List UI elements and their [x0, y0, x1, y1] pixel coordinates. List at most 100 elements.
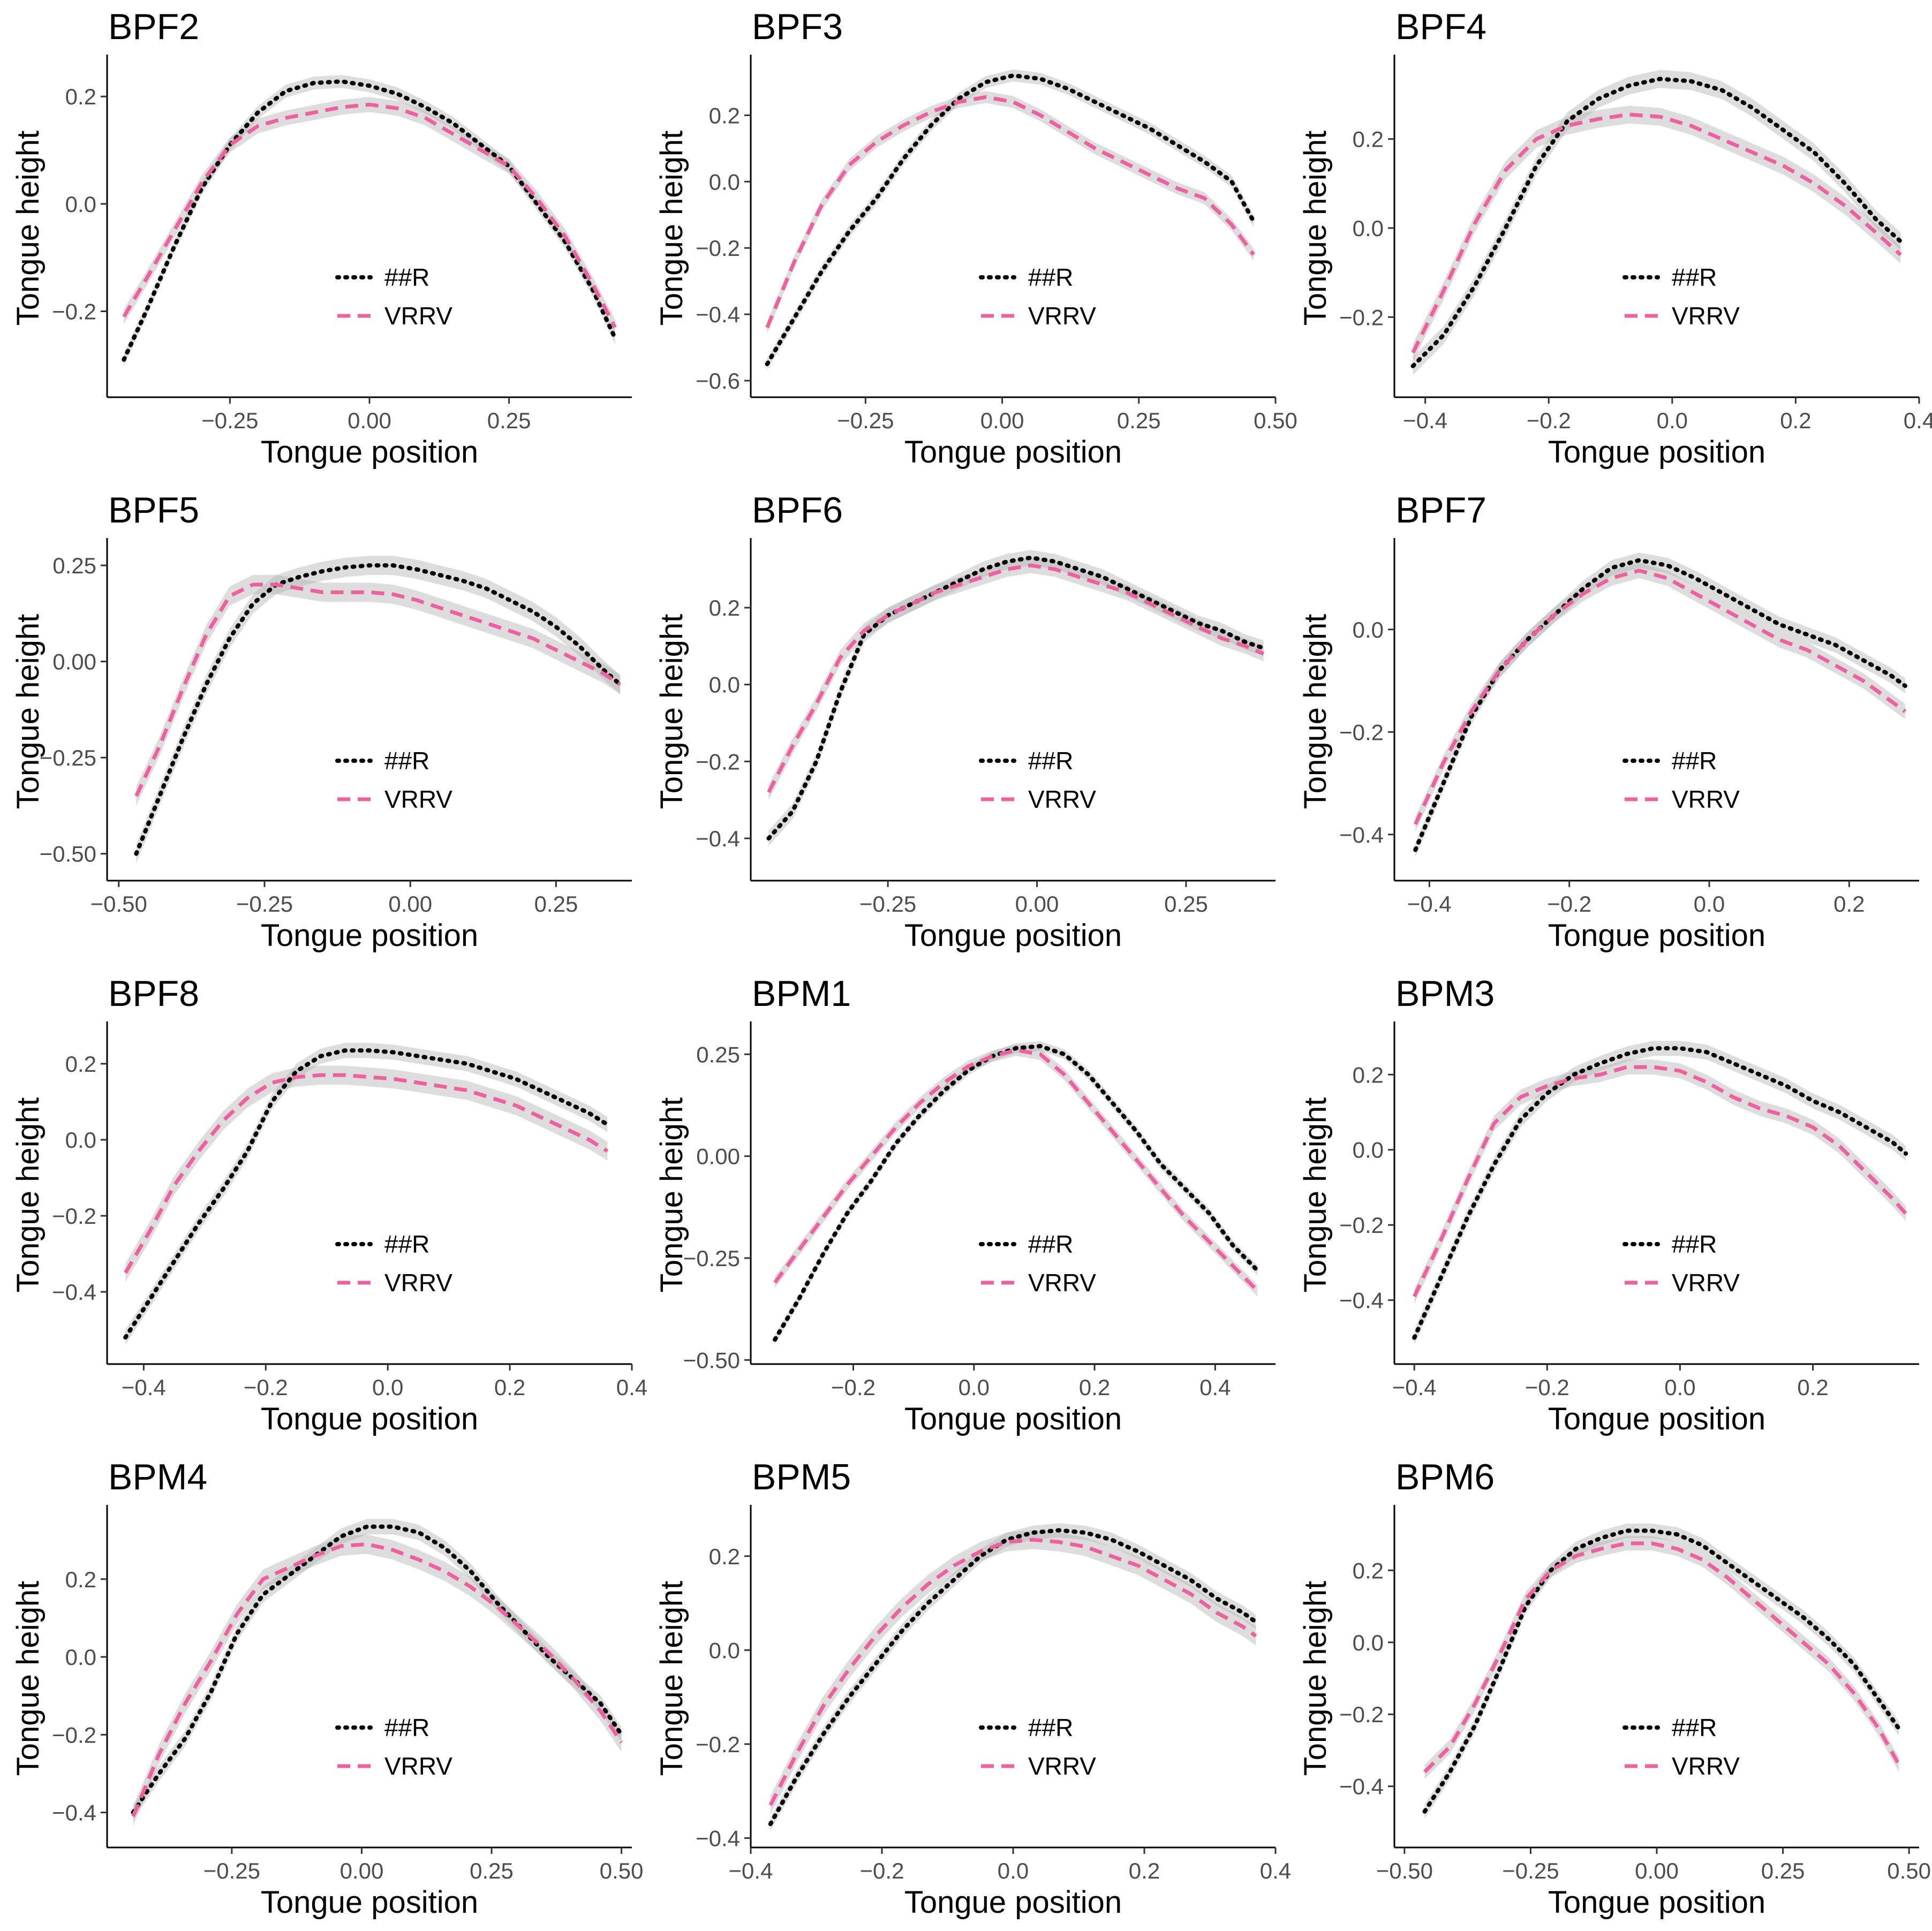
confidence-band-vrrv — [125, 1065, 608, 1283]
y-tick-label: −0.4 — [1339, 822, 1384, 847]
x-tick-label: 0.4 — [1904, 408, 1932, 433]
x-tick-label: −0.25 — [201, 408, 258, 433]
x-tick-label: 0.50 — [600, 1858, 644, 1883]
series-line-r — [773, 1044, 1260, 1342]
x-axis-title: Tongue position — [1548, 1402, 1765, 1436]
plot-area: −0.2 0.0 0.2 −0.4 −0.2 0.0 0.2 0.4 Tongue positi… — [1298, 55, 1932, 470]
y-tick-label: 0.25 — [696, 1042, 740, 1067]
legend-label: ##R — [1672, 1230, 1717, 1258]
x-tick-label: −0.2 — [1527, 408, 1571, 433]
panel-bpm1: BPM1 −0.50 −0.25 0.00 0.25 −0.2 0.0 0.2 0.4 Tongu… — [644, 967, 1287, 1448]
y-tick-label: 0.0 — [65, 1645, 96, 1670]
y-tick-label: 0.2 — [1353, 1062, 1384, 1087]
series-line-r — [766, 555, 1266, 840]
x-axis-title: Tongue position — [904, 1402, 1122, 1436]
y-tick-label: −0.50 — [40, 842, 96, 867]
legend-label: VRRV — [1028, 302, 1096, 330]
plot-area: −0.50 −0.25 0.00 0.25 −0.50 −0.25 0.00 0.25 Tong… — [11, 538, 632, 953]
legend: ##R VRRV — [335, 1230, 452, 1297]
x-tick-label: −0.4 — [729, 1858, 773, 1883]
confidence-band-r — [124, 75, 615, 366]
y-tick-label: −0.2 — [1339, 720, 1384, 745]
x-tick-label: 0.00 — [980, 408, 1024, 433]
panel-bpf6: BPF6 −0.4 −0.2 0.0 0.2 −0.25 0.00 0.25 Tongue po… — [644, 483, 1287, 964]
x-tick-label: 0.00 — [1015, 891, 1059, 917]
x-tick-label: 0.2 — [1833, 891, 1865, 917]
x-tick-label: −0.4 — [1407, 891, 1452, 917]
legend: ##R VRRV — [1622, 747, 1740, 813]
x-axis-title: Tongue position — [1548, 435, 1765, 470]
x-tick-label: 0.00 — [388, 891, 432, 917]
x-axis-title: Tongue position — [904, 1885, 1122, 1920]
legend-label: VRRV — [384, 1269, 452, 1297]
legend-label: ##R — [1672, 263, 1717, 291]
confidence-band-vrrv — [136, 575, 621, 806]
y-axis-title: Tongue height — [11, 1581, 46, 1776]
plot-area: −0.4 −0.2 0.0 0.2 −0.25 0.00 0.25 Tongue positi… — [654, 538, 1276, 953]
series-line-vrrv — [765, 95, 1256, 329]
y-axis-title: Tongue height — [11, 614, 46, 809]
x-tick-label: 0.0 — [1694, 891, 1725, 917]
legend-label: VRRV — [384, 785, 452, 813]
y-tick-label: 0.2 — [1353, 127, 1384, 152]
panel-bpm4: BPM4 −0.4 −0.2 0.0 0.2 −0.25 0.00 0.25 0.50 Tongu… — [0, 1450, 644, 1931]
x-axis-title: Tongue position — [904, 918, 1122, 953]
y-tick-label: −0.6 — [696, 368, 740, 393]
y-axis-title: Tongue height — [654, 614, 689, 809]
legend-label: ##R — [1028, 1714, 1073, 1741]
series-line-vrrv — [1423, 1541, 1901, 1774]
x-tick-label: 0.00 — [1635, 1858, 1679, 1883]
x-tick-label: −0.2 — [1525, 1375, 1569, 1400]
series-line-vrrv — [1411, 112, 1902, 354]
series-line-vrrv — [773, 1048, 1259, 1292]
panel-title: BPF6 — [752, 490, 843, 531]
series-line-vrrv — [1413, 1065, 1907, 1298]
confidence-band-r — [1415, 552, 1905, 858]
x-tick-label: 0.0 — [372, 1375, 403, 1400]
series-line-vrrv — [767, 563, 1265, 793]
x-tick-label: 0.4 — [1199, 1375, 1231, 1400]
y-tick-label: −0.2 — [696, 236, 740, 261]
y-tick-label: −0.4 — [696, 1826, 740, 1851]
x-tick-label: −0.2 — [831, 1375, 876, 1400]
plot-area: −0.4 −0.2 0.0 0.2 −0.4 −0.2 0.0 0.2 0.4 Tongue po… — [11, 1021, 647, 1436]
series-line-r — [134, 563, 623, 856]
legend: ##R VRRV — [979, 1714, 1096, 1780]
x-tick-label: 0.4 — [616, 1375, 647, 1400]
legend-label: ##R — [1672, 747, 1717, 775]
y-axis-title: Tongue height — [1298, 131, 1333, 325]
panel-title: BPF8 — [108, 973, 200, 1014]
panel-title: BPM5 — [752, 1457, 851, 1497]
confidence-band-vrrv — [767, 91, 1254, 334]
legend-label: ##R — [384, 747, 429, 775]
panel-title: BPF2 — [108, 6, 200, 47]
x-tick-label: −0.4 — [1392, 1375, 1437, 1400]
legend-label: VRRV — [384, 302, 452, 330]
confidence-band-vrrv — [775, 1044, 1258, 1297]
x-tick-label: 0.25 — [534, 891, 578, 917]
x-tick-label: −0.2 — [1547, 891, 1591, 917]
panel-title: BPF7 — [1395, 490, 1487, 531]
panel-title: BPM3 — [1395, 973, 1495, 1014]
x-tick-label: −0.2 — [244, 1375, 288, 1400]
y-tick-label: 0.0 — [709, 169, 740, 194]
y-axis-title: Tongue height — [654, 131, 689, 325]
y-tick-label: 0.2 — [65, 1567, 96, 1592]
y-tick-label: 0.00 — [52, 649, 96, 675]
legend: ##R VRRV — [979, 1230, 1096, 1297]
x-tick-label: 0.0 — [959, 1375, 990, 1400]
y-axis-title: Tongue height — [11, 131, 46, 325]
x-tick-label: −0.25 — [837, 408, 894, 433]
legend-label: ##R — [384, 1714, 429, 1741]
y-tick-label: −0.2 — [52, 1722, 96, 1747]
x-tick-label: 0.25 — [1164, 891, 1208, 917]
confidence-band-r — [1414, 1041, 1906, 1345]
y-axis-title: Tongue height — [1298, 1097, 1333, 1292]
y-tick-label: 0.0 — [1353, 216, 1384, 241]
panel-bpm5: BPM5 −0.4 −0.2 0.0 0.2 −0.4 −0.2 0.0 0.2 0.4 Tongu… — [644, 1450, 1291, 1931]
panel-bpm6: BPM6 −0.4 −0.2 0.0 0.2 −0.50 −0.25 0.00 0.25 0.50… — [1287, 1450, 1931, 1931]
confidence-band-r — [768, 550, 1264, 846]
x-tick-label: −0.25 — [1502, 1858, 1559, 1883]
x-axis-title: Tongue position — [261, 918, 478, 953]
confidence-band-vrrv — [1413, 105, 1901, 362]
